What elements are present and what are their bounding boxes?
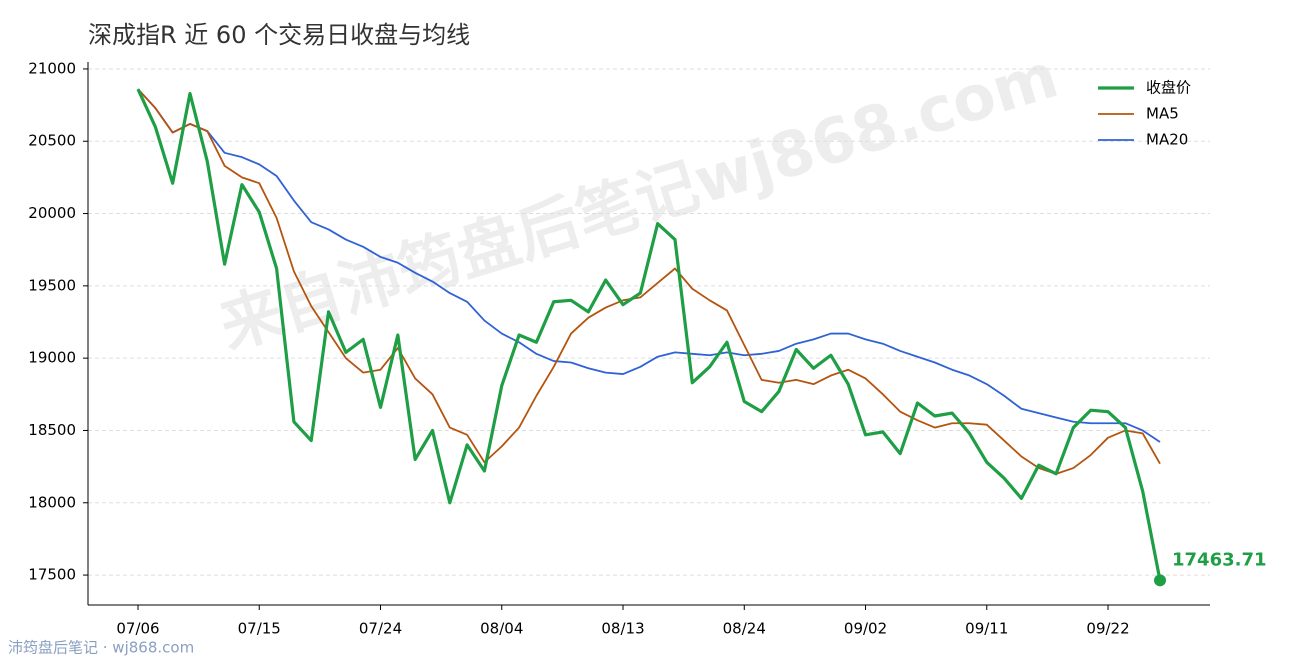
legend-label: MA20 [1146,131,1188,149]
y-tick-label: 20000 [28,204,76,222]
x-tick-label: 07/24 [359,620,402,638]
source: 沛筠盘后笔记 · wj868.com [8,639,194,657]
y-tick-label: 19000 [28,349,76,367]
series-line [137,88,1161,475]
x-tick-label: 09/22 [1086,620,1129,638]
x-tick-label: 07/06 [116,620,159,638]
x-tick-label: 09/02 [844,620,887,638]
y-tick-label: 20500 [28,132,76,150]
x-tick-label: 09/11 [965,620,1008,638]
legend-label: 收盘价 [1146,79,1191,97]
legend-label: MA5 [1146,105,1179,123]
x-tick-label: 07/15 [238,620,281,638]
x-tick-label: 08/24 [723,620,766,638]
last-value-label: 17463.71 [1172,549,1267,570]
last-point [1154,574,1166,587]
y-tick-label: 18500 [28,421,76,439]
y-tick-label: 19500 [28,276,76,294]
x-tick-label: 08/13 [601,620,644,638]
watermark: 来自沛筠盘后笔记wj868.com [211,38,1066,363]
y-tick-label: 17500 [28,566,76,584]
y-tick-label: 21000 [28,59,76,77]
series-line [136,88,1162,581]
series-line [137,88,1161,443]
y-tick-label: 18000 [28,493,76,511]
chart-title: 深成指R 近 60 个交易日收盘与均线 [88,21,470,49]
x-tick-label: 08/04 [480,620,523,638]
